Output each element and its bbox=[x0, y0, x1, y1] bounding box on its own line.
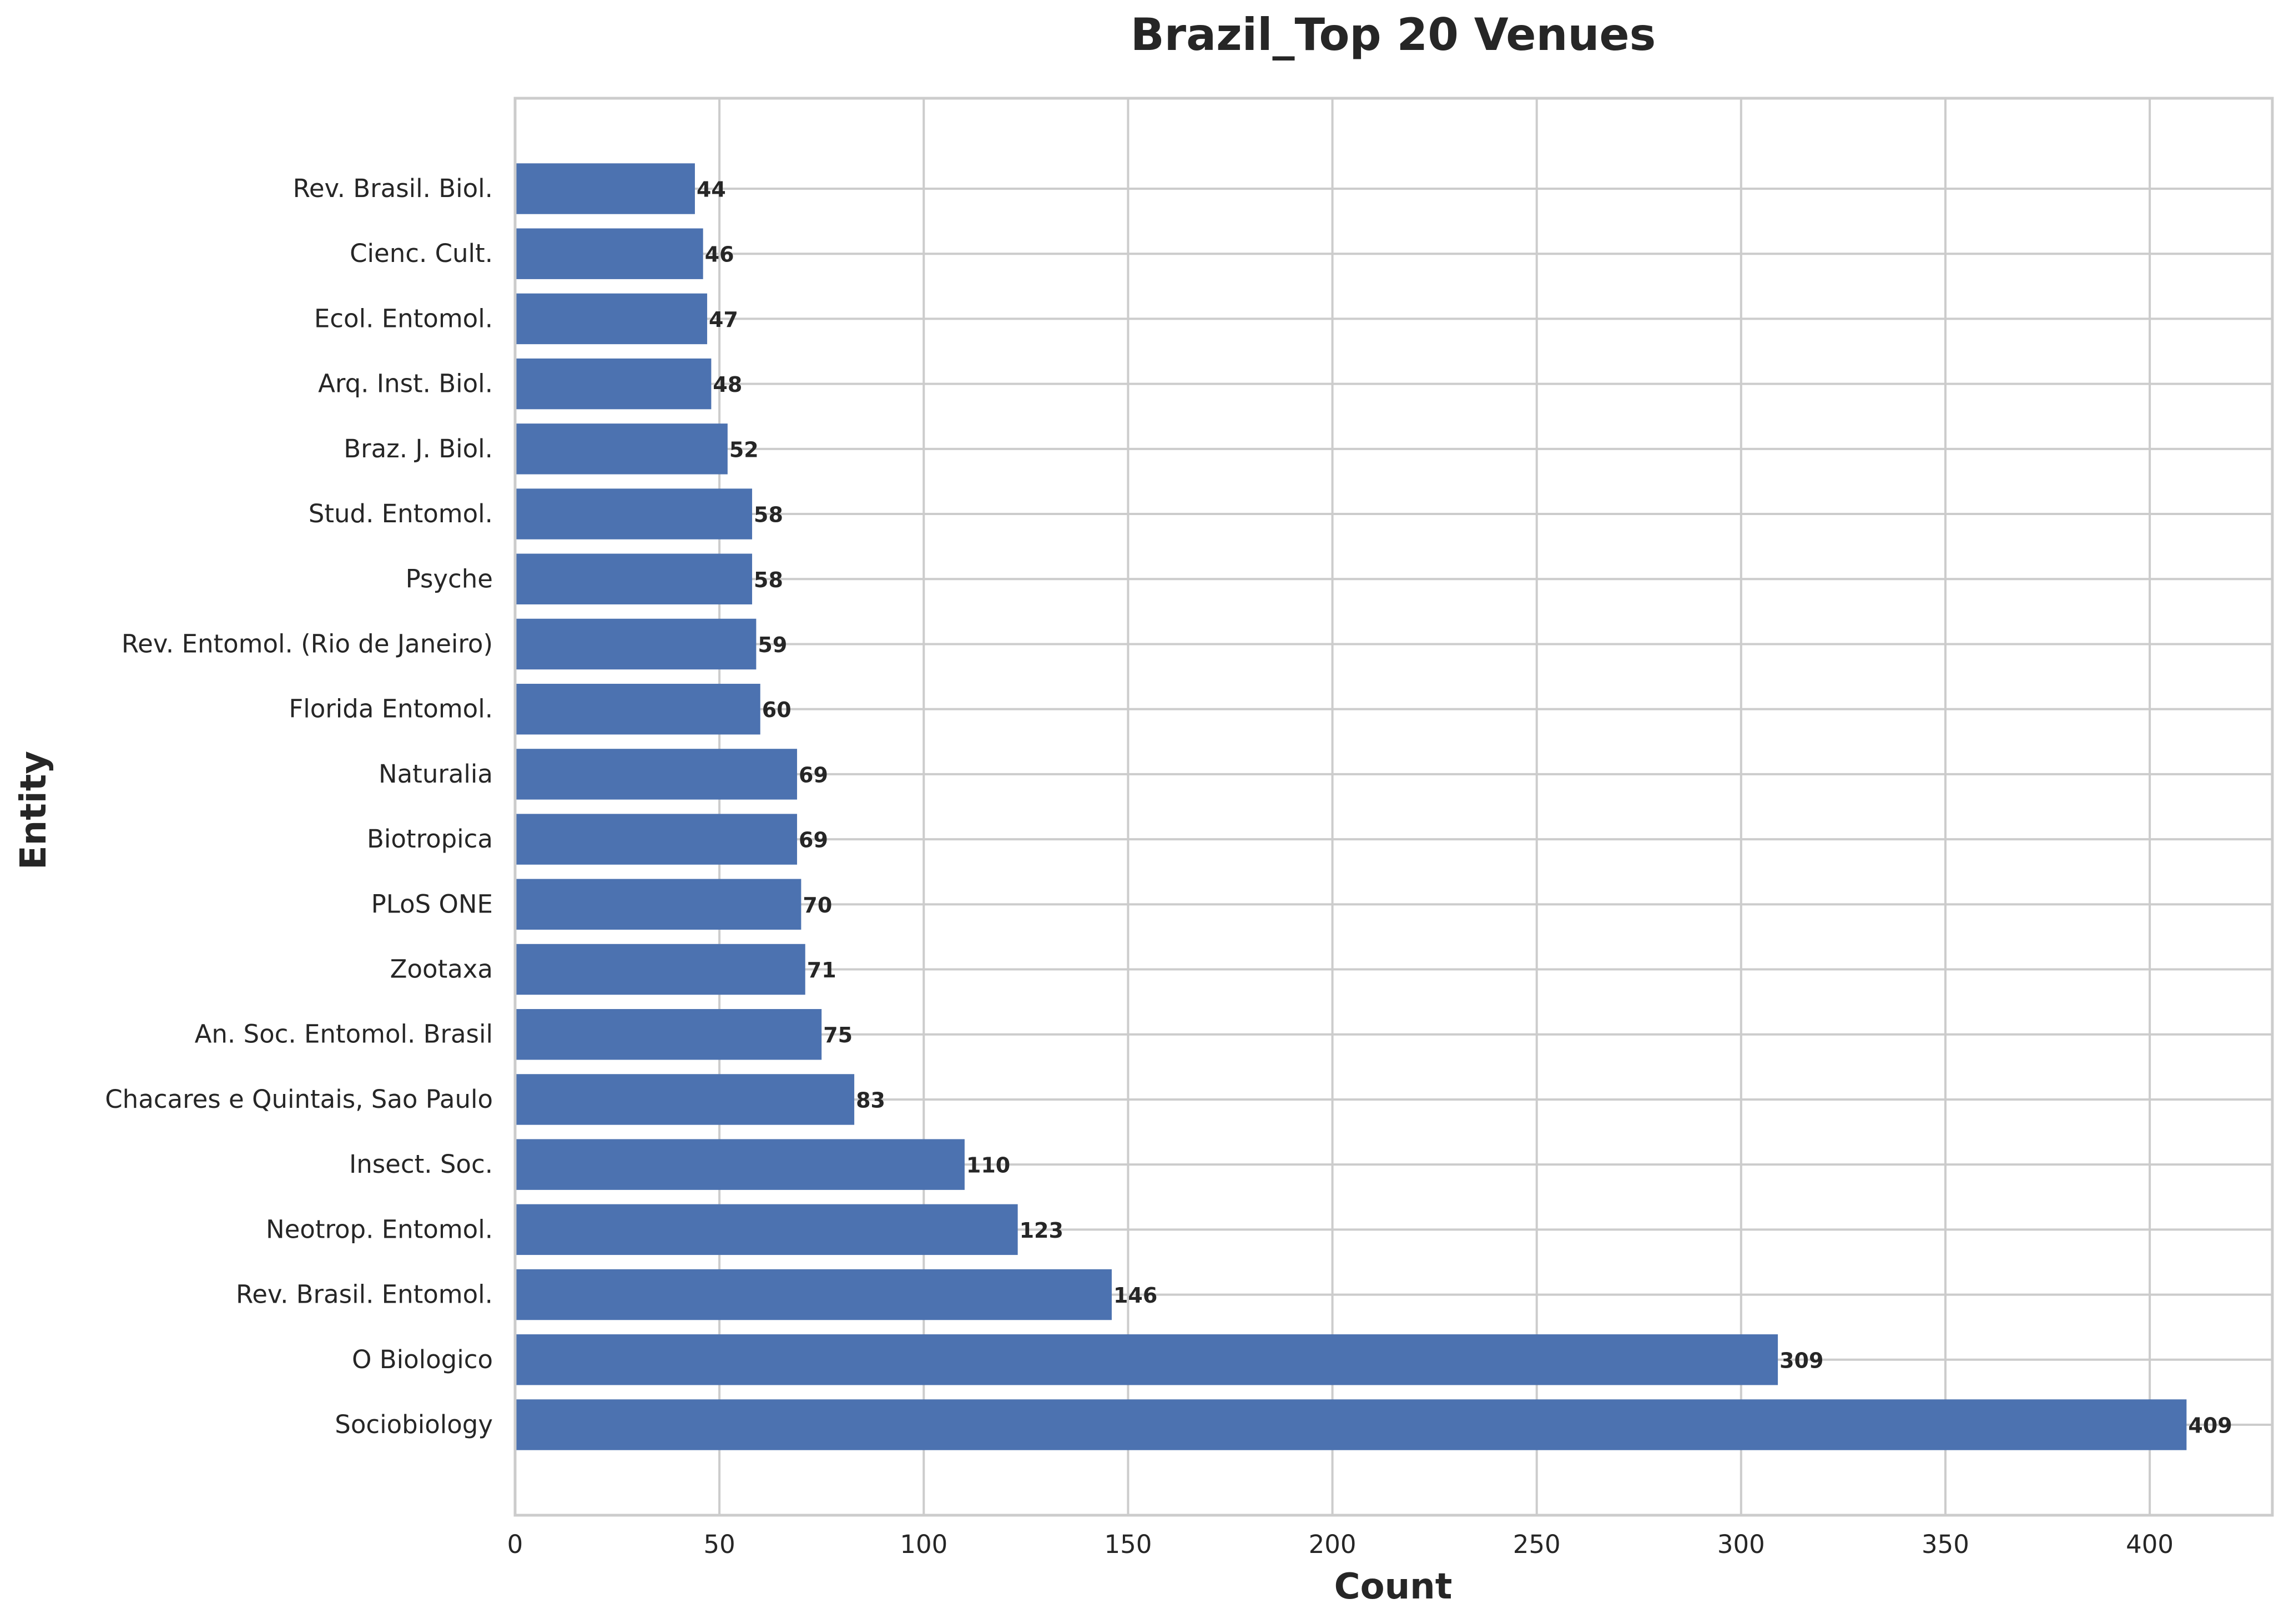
y-tick-label: Cienc. Cult. bbox=[350, 239, 493, 268]
data-label: 71 bbox=[807, 958, 836, 982]
data-label: 52 bbox=[729, 437, 759, 462]
data-label: 47 bbox=[709, 307, 738, 332]
x-tick-label: 0 bbox=[507, 1530, 523, 1559]
data-label: 309 bbox=[1779, 1348, 1823, 1373]
bar bbox=[515, 683, 760, 735]
y-tick-label: Naturalia bbox=[379, 759, 493, 789]
bar bbox=[515, 1139, 965, 1190]
bar bbox=[515, 1204, 1018, 1255]
data-label: 59 bbox=[758, 633, 787, 657]
data-label: 48 bbox=[713, 372, 742, 397]
bar bbox=[515, 814, 798, 865]
bar bbox=[515, 293, 708, 345]
y-tick-label: Braz. J. Biol. bbox=[344, 434, 493, 463]
chart-title: Brazil_Top 20 Venues bbox=[1131, 9, 1656, 60]
data-label: 110 bbox=[966, 1153, 1010, 1178]
y-tick-label: Neotrop. Entomol. bbox=[266, 1214, 493, 1244]
bar bbox=[515, 618, 757, 670]
bar bbox=[515, 879, 801, 930]
y-tick-label: Ecol. Entomol. bbox=[314, 304, 493, 333]
y-axis-label: Entity bbox=[13, 751, 54, 870]
x-tick-label: 350 bbox=[1922, 1530, 1969, 1559]
x-tick-label: 150 bbox=[1104, 1530, 1152, 1559]
data-label: 83 bbox=[856, 1088, 885, 1112]
plot-frame bbox=[513, 97, 2274, 1517]
y-tick-label: Insect. Soc. bbox=[349, 1149, 493, 1179]
y-tick-label: Rev. Entomol. (Rio de Janeiro) bbox=[122, 629, 493, 658]
bar bbox=[515, 553, 753, 604]
y-tick-label: An. Soc. Entomol. Brasil bbox=[195, 1020, 493, 1049]
data-label: 58 bbox=[754, 503, 783, 527]
x-tick-labels: 0 50 100 150 200 250 300 350 400 bbox=[507, 1530, 2174, 1559]
y-tick-label: Rev. Brasil. Biol. bbox=[293, 174, 493, 203]
bar bbox=[515, 1334, 1778, 1385]
bar bbox=[515, 423, 728, 475]
x-tick-label: 400 bbox=[2126, 1530, 2174, 1559]
data-label: 44 bbox=[697, 178, 726, 202]
bar bbox=[515, 163, 695, 214]
bar bbox=[515, 1009, 822, 1060]
y-tick-label: Zootaxa bbox=[390, 955, 493, 984]
y-tick-label: Psyche bbox=[406, 564, 493, 593]
data-label: 46 bbox=[705, 243, 734, 267]
data-label: 146 bbox=[1113, 1283, 1157, 1308]
bar bbox=[515, 1399, 2187, 1450]
x-tick-label: 250 bbox=[1513, 1530, 1561, 1559]
y-tick-label: Rev. Brasil. Entomol. bbox=[236, 1280, 493, 1309]
bar bbox=[515, 228, 703, 279]
data-label: 75 bbox=[823, 1023, 853, 1047]
data-label: 123 bbox=[1020, 1218, 1063, 1243]
bar bbox=[515, 944, 805, 995]
bar bbox=[515, 1269, 1112, 1320]
data-label: 409 bbox=[2188, 1414, 2232, 1438]
x-tick-label: 50 bbox=[704, 1530, 735, 1559]
y-tick-label: O Biologico bbox=[352, 1345, 493, 1374]
data-label: 69 bbox=[799, 763, 828, 787]
y-tick-label: Florida Entomol. bbox=[289, 694, 493, 724]
x-tick-label: 300 bbox=[1717, 1530, 1765, 1559]
x-axis-label: Count bbox=[1334, 1566, 1453, 1607]
data-label: 69 bbox=[799, 828, 828, 853]
y-tick-label: Chacares e Quintais, Sao Paulo bbox=[105, 1085, 493, 1114]
data-labels: 44 46 47 48 52 58 58 59 60 69 69 70 71 75 83 110 123 146 3… bbox=[697, 178, 2232, 1438]
y-tick-label: Biotropica bbox=[367, 824, 493, 854]
y-tick-label: Sociobiology bbox=[335, 1410, 493, 1439]
y-tick-label: Arq. Inst. Biol. bbox=[318, 369, 493, 399]
bar bbox=[515, 1074, 855, 1125]
data-label: 60 bbox=[762, 698, 791, 722]
data-label: 70 bbox=[803, 893, 832, 917]
bar bbox=[515, 358, 712, 410]
x-tick-label: 200 bbox=[1309, 1530, 1357, 1559]
data-label: 58 bbox=[754, 568, 783, 592]
bars bbox=[515, 163, 2187, 1450]
y-tick-label: PLoS ONE bbox=[371, 889, 493, 919]
y-tick-labels: Rev. Brasil. Biol. Cienc. Cult. Ecol. Ento… bbox=[105, 174, 493, 1439]
bar bbox=[515, 488, 753, 539]
y-tick-label: Stud. Entomol. bbox=[309, 499, 493, 528]
x-tick-label: 100 bbox=[900, 1530, 947, 1559]
bar bbox=[515, 749, 798, 800]
